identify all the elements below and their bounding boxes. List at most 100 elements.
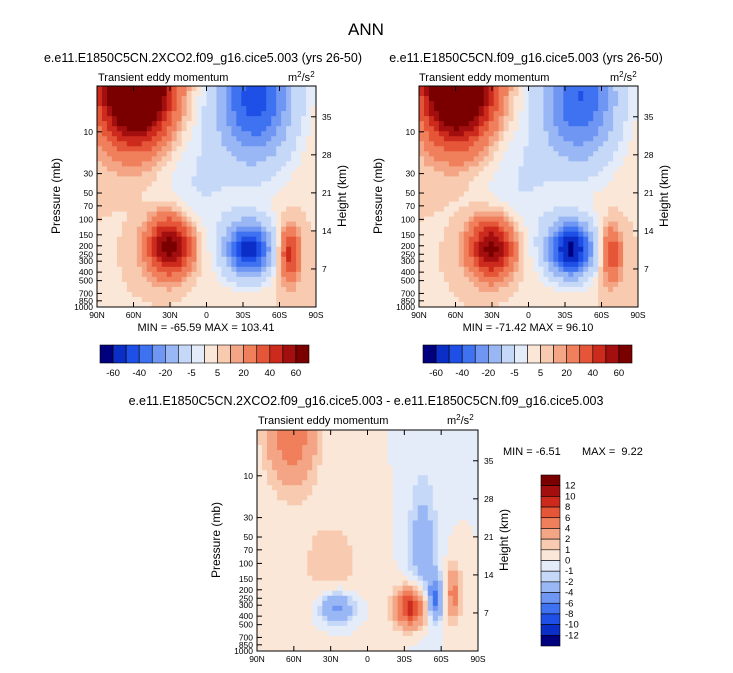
contour-cell (623, 156, 629, 162)
contour-cell (97, 121, 103, 127)
contour-cell (483, 296, 490, 303)
contour-cell (443, 176, 450, 182)
contour-cell (291, 236, 297, 243)
contour-cell (151, 106, 158, 112)
contour-cell (246, 181, 252, 187)
contour-cell (578, 111, 584, 117)
contour-cell (473, 276, 480, 283)
contour-cell (291, 286, 297, 293)
contour-cell (176, 126, 183, 132)
contour-cell (236, 151, 242, 157)
contour-cell (282, 450, 288, 456)
contour-cell (633, 211, 639, 218)
contour-cell (588, 206, 594, 213)
contour-cell (498, 236, 505, 243)
contour-cell (241, 201, 247, 208)
contour-cell (171, 196, 178, 203)
contour-cell (156, 161, 163, 167)
contour-cell (483, 106, 490, 112)
contour-cell (538, 196, 544, 203)
contour-cell (463, 241, 470, 248)
contour-cell (628, 241, 634, 248)
contour-cell (503, 281, 510, 288)
contour-cell (419, 136, 425, 142)
contour-cell (191, 166, 198, 172)
contour-cell (433, 181, 440, 187)
contour-cell (186, 176, 193, 182)
contour-cell (342, 515, 348, 521)
contour-cell (503, 116, 510, 122)
contour-cell (558, 191, 564, 197)
contour-cell (226, 161, 232, 167)
contour-cell (402, 445, 409, 451)
contour-cell (291, 106, 297, 112)
contour-cell (231, 181, 237, 187)
contour-cell (433, 166, 440, 172)
contour-cell (196, 111, 203, 117)
contour-cell (508, 176, 515, 182)
contour-cell (588, 281, 594, 288)
contour-cell (342, 445, 348, 451)
contour-cell (518, 156, 525, 162)
contour-cell (528, 301, 534, 308)
contour-cell (236, 131, 242, 137)
contour-cell (598, 196, 604, 203)
contour-cell (623, 231, 629, 238)
contour-cell (221, 271, 227, 278)
contour-cell (433, 141, 440, 147)
contour-cell (262, 430, 268, 436)
contour-cell (603, 256, 609, 263)
contour-cell (161, 146, 168, 152)
contour-cell (478, 176, 485, 182)
contour-cell (281, 131, 287, 137)
contour-cell (458, 116, 465, 122)
contour-cell (292, 450, 298, 456)
contour-cell (231, 111, 237, 117)
contour-cell (623, 241, 629, 248)
contour-cell (453, 121, 460, 127)
contour-cell (221, 171, 227, 177)
contour-cell (463, 281, 470, 288)
contour-cell (171, 171, 178, 177)
contour-cell (412, 440, 419, 446)
contour-cell (608, 266, 614, 273)
contour-cell (176, 176, 183, 182)
contour-cell (613, 126, 619, 132)
contour-cell (563, 276, 569, 283)
contour-cell (483, 196, 490, 203)
contour-cell (342, 500, 348, 506)
contour-cell (448, 151, 455, 157)
contour-cell (518, 296, 525, 303)
contour-cell (327, 470, 333, 476)
contour-cell (558, 161, 564, 167)
contour-cell (296, 216, 302, 223)
contour-cell (231, 296, 237, 303)
contour-cell (171, 106, 178, 112)
colorbar-box (217, 344, 231, 364)
contour-cell (483, 291, 490, 298)
panel-2-stats: MIN = -71.42 MAX = 96.10 (463, 322, 594, 334)
contour-cell (518, 216, 525, 223)
contour-cell (241, 291, 247, 298)
contour-cell (583, 236, 589, 243)
contour-cell (106, 221, 113, 228)
contour-cell (196, 261, 203, 268)
contour-cell (156, 266, 163, 273)
contour-cell (518, 106, 525, 112)
contour-cell (226, 206, 232, 213)
contour-cell (241, 186, 247, 192)
contour-cell (151, 91, 158, 97)
contour-cell (588, 231, 594, 238)
contour-cell (568, 201, 574, 208)
contour-cell (241, 101, 247, 107)
contour-cell (266, 236, 272, 243)
contour-cell (483, 101, 490, 107)
contour-cell (508, 226, 515, 233)
contour-cell (161, 276, 168, 283)
contour-cell (458, 106, 465, 112)
contour-cell (292, 435, 298, 441)
contour-cell (267, 475, 273, 481)
contour-cell (447, 495, 454, 501)
contour-cell (588, 251, 594, 258)
contour-cell (448, 196, 455, 203)
